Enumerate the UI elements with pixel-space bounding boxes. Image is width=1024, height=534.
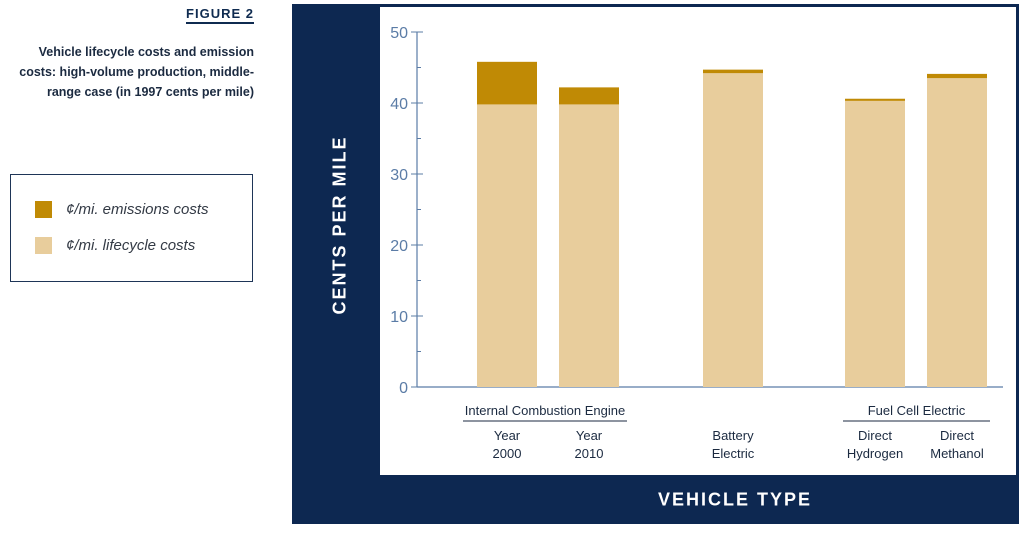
legend-label-lifecycle: ¢/mi. lifecycle costs [66, 236, 196, 254]
y-tick-label: 30 [390, 167, 408, 184]
bar-lifecycle-segment [477, 104, 537, 388]
bar-emissions-segment [559, 87, 619, 105]
caption-line: costs: high-volume production, middle- [19, 65, 254, 79]
legend-swatch-lifecycle [35, 236, 52, 254]
figure-number: FIGURE 2 [186, 6, 254, 24]
x-tick-label: Direct [858, 428, 892, 443]
legend-item-emissions: ¢/mi. emissions costs [35, 199, 209, 219]
chart-legend: ¢/mi. emissions costs ¢/mi. lifecycle co… [10, 174, 253, 282]
x-tick-label: Electric [712, 446, 755, 461]
x-tick-label: 2000 [493, 446, 522, 461]
y-tick-label: 40 [390, 96, 408, 113]
caption-line: Vehicle lifecycle costs and emission [38, 45, 254, 59]
x-axis-title: VEHICLE TYPE [657, 489, 813, 510]
caption-line: range case (in 1997 cents per mile) [46, 85, 254, 99]
x-tick-label: Year [576, 428, 603, 443]
y-tick-label: 50 [390, 25, 408, 42]
bar-lifecycle-segment [927, 78, 987, 388]
figure-caption: Vehicle lifecycle costs and emission cos… [6, 42, 254, 102]
y-tick-label: 10 [390, 309, 408, 326]
bar-lifecycle-segment [703, 73, 763, 388]
y-tick-label: 20 [390, 238, 408, 255]
legend-swatch-emissions [35, 200, 52, 218]
x-tick-label: Methanol [930, 446, 984, 461]
bar-emissions-segment [927, 73, 987, 79]
legend-label-emissions: ¢/mi. emissions costs [66, 200, 209, 218]
x-tick-label: 2010 [575, 446, 604, 461]
group-label: Internal Combustion Engine [465, 403, 625, 418]
legend-item-lifecycle: ¢/mi. lifecycle costs [35, 235, 195, 255]
bar-lifecycle-segment [845, 100, 905, 388]
x-tick-label: Year [494, 428, 521, 443]
y-tick-label: 0 [399, 380, 408, 397]
bar-emissions-segment [845, 98, 905, 101]
bar-lifecycle-segment [559, 104, 619, 388]
bar-emissions-segment [477, 61, 537, 105]
group-label: Fuel Cell Electric [868, 403, 966, 418]
y-axis-title: CENTS PER MILE [329, 135, 350, 315]
bar-emissions-segment [703, 69, 763, 74]
x-tick-label: Hydrogen [847, 446, 903, 461]
x-tick-label: Battery [712, 428, 754, 443]
x-tick-label: Direct [940, 428, 974, 443]
